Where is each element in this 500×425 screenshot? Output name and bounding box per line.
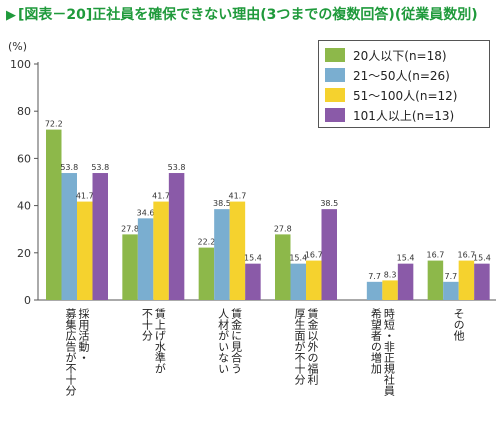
bar (122, 234, 138, 300)
category-label: 賃金に見合う 人材がいない (216, 308, 243, 374)
bar (198, 247, 215, 300)
bar (61, 173, 77, 300)
bar-value-label: 27.8 (274, 224, 292, 233)
chart-title-text: [図表－20]正社員を確保できない理由(3つまでの複数回答)(従業員数別) (18, 7, 478, 23)
y-tick-label: 20 (17, 247, 31, 260)
bar (275, 234, 291, 300)
bar (153, 201, 169, 300)
bar-value-label: 53.8 (91, 163, 109, 172)
category-label: その他 (452, 308, 466, 341)
bar-value-label: 15.4 (473, 254, 491, 263)
bar-value-label: 41.7 (76, 192, 94, 201)
bar (92, 173, 108, 300)
bar-value-label: 41.7 (152, 192, 170, 201)
bar (382, 280, 398, 300)
bar (214, 209, 230, 300)
bar (427, 260, 444, 300)
legend-label: 21～50人(n=26) (353, 68, 450, 83)
bar-value-label: 15.4 (289, 254, 307, 263)
bar-value-label: 15.4 (244, 254, 262, 263)
y-tick-label: 40 (17, 200, 31, 213)
bar-value-label: 53.8 (60, 163, 78, 172)
bar (168, 173, 185, 300)
category-label: 賃上げ水準が 不十分 (140, 308, 167, 374)
category-label: 時短・非正規社員 希望者の増加 (369, 308, 396, 396)
bar-value-label: 16.7 (458, 251, 476, 260)
legend-swatch (325, 48, 345, 62)
bar-value-label: 8.3 (384, 270, 397, 279)
bar (77, 201, 93, 300)
y-tick-label: 60 (17, 152, 31, 165)
bar-value-label: 16.7 (305, 251, 323, 260)
legend-item: 20人以下(n=18) (325, 45, 483, 65)
bar-value-label: 34.6 (137, 208, 155, 217)
bar-value-label: 7.7 (368, 272, 381, 281)
legend-swatch (325, 108, 345, 122)
y-tick-label: 0 (24, 294, 31, 307)
y-axis-unit-label: (%) (8, 40, 28, 53)
bar (245, 263, 261, 300)
bar-value-label: 16.7 (427, 251, 445, 260)
bar-value-label: 38.5 (320, 199, 338, 208)
bar-value-label: 15.4 (397, 254, 415, 263)
bar (443, 281, 459, 300)
y-tick-label: 80 (17, 105, 31, 118)
legend-label: 101人以上(n=13) (353, 108, 455, 123)
bar-value-label: 38.5 (213, 199, 231, 208)
bar (366, 281, 383, 300)
legend: 20人以下(n=18) 21～50人(n=26) 51～100人(n=12) 101人… (318, 40, 490, 128)
title-marker-icon: ▶ (6, 8, 16, 23)
bar (137, 218, 154, 300)
category-label: 賃金以外の福利 厚生面が不十分 (293, 308, 319, 385)
bar (290, 263, 306, 300)
chart-title: ▶ [図表－20]正社員を確保できない理由(3つまでの複数回答)(従業員数別) (6, 4, 496, 26)
bar-value-label: 22.2 (198, 238, 216, 247)
bar (321, 209, 337, 300)
legend-label: 51～100人(n=12) (353, 88, 458, 103)
legend-item: 101人以上(n=13) (325, 105, 483, 125)
bar (229, 201, 246, 300)
category-label: 採用活動・ 募集広告が不十分 (64, 308, 90, 396)
bar-value-label: 27.8 (121, 224, 139, 233)
legend-swatch (325, 68, 345, 82)
legend-item: 21～50人(n=26) (325, 65, 483, 85)
bar-value-label: 7.7 (445, 272, 458, 281)
bar (397, 263, 414, 300)
bar-value-label: 41.7 (229, 192, 247, 201)
legend-swatch (325, 88, 345, 102)
bar (458, 260, 475, 300)
bar (46, 129, 62, 300)
bar (306, 260, 322, 300)
bar-value-label: 72.2 (45, 120, 63, 129)
bar-value-label: 53.8 (168, 163, 186, 172)
y-tick-label: 100 (10, 58, 31, 71)
legend-label: 20人以下(n=18) (353, 48, 447, 63)
legend-item: 51～100人(n=12) (325, 85, 483, 105)
bar (474, 263, 490, 300)
